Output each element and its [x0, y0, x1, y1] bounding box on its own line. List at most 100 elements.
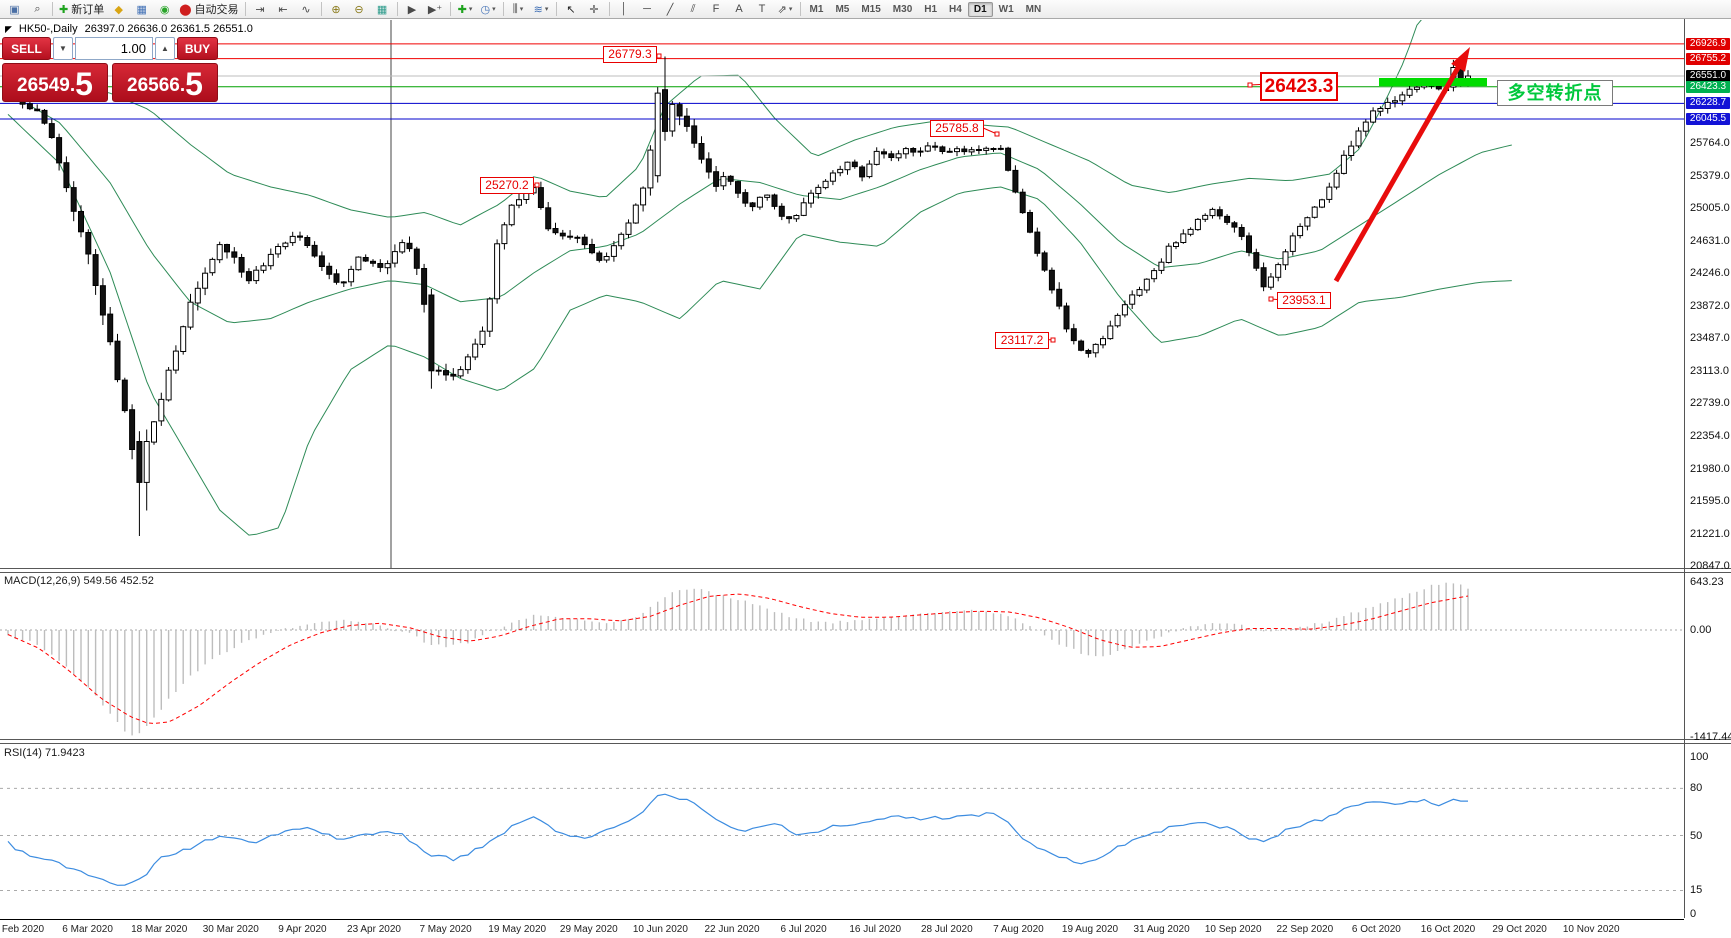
panel-separator[interactable] — [0, 739, 1731, 744]
chart-autoscroll-icon[interactable]: ⇤ — [278, 3, 288, 16]
text-label-icon[interactable]: T — [758, 3, 766, 15]
trendline-icon[interactable]: ╱ — [666, 3, 674, 16]
toolbar-separator — [52, 2, 53, 16]
signals-icon[interactable]: ◉ — [159, 3, 170, 16]
date-label: 9 Apr 2020 — [278, 924, 327, 935]
chart-corner-icon: ◤ — [5, 23, 12, 34]
price-level-tag: 26755.2 — [1686, 52, 1730, 65]
period-button[interactable]: ◷ ▾ — [480, 3, 496, 16]
panel-separator[interactable] — [0, 568, 1731, 573]
rsi-tick-label: 15 — [1690, 884, 1703, 897]
timeframe-d1[interactable]: D1 — [967, 1, 993, 17]
chart-overlay-icon[interactable]: ∿ — [301, 3, 311, 16]
sell-button[interactable]: SELL — [2, 37, 51, 60]
price-tick-label: 21980.0 — [1690, 462, 1730, 475]
volume-increase-button[interactable]: ▲ — [155, 37, 175, 60]
add-indicator-button[interactable]: ✚ ▾ — [457, 3, 473, 16]
timeframe-mn[interactable]: MN — [1025, 3, 1042, 15]
date-label: 22 Jun 2020 — [704, 924, 760, 935]
styler-icon[interactable]: ◆ — [114, 3, 123, 16]
chart-candles-icon[interactable]: ⫼ ▾ — [512, 2, 524, 15]
step-forward-icon[interactable]: ▶ — [407, 3, 417, 16]
new-order-button[interactable]: ✚ 新订单 — [59, 3, 105, 17]
macd-tick-label: -1417.44 — [1690, 730, 1731, 743]
note-text[interactable]: 多空转折点 — [1497, 80, 1613, 106]
channel-icon[interactable]: ⫽ — [690, 2, 696, 15]
macd-tick-label: 0.00 — [1690, 624, 1712, 636]
price-tick-label: 25764.0 — [1690, 137, 1730, 149]
price-chart[interactable] — [0, 20, 1684, 568]
rsi-tick-label: 0 — [1690, 908, 1697, 920]
price-tick-label: 23872.0 — [1690, 299, 1730, 312]
bid-price[interactable]: 26549. 5 — [2, 63, 108, 102]
date-label: 10 Nov 2020 — [1562, 924, 1620, 935]
toolbar-separator — [449, 2, 451, 16]
market-watch-icon[interactable]: ⌕ — [34, 2, 41, 15]
timeframe-m5[interactable]: M5 — [835, 3, 850, 15]
step-forward-plus-icon[interactable]: ▶⁺ — [427, 3, 443, 16]
price-level-tag: 26045.5 — [1686, 113, 1730, 126]
volume-decrease-button[interactable]: ▼ — [53, 37, 73, 60]
toolbar-separator — [799, 2, 801, 16]
price-tick-label: 20847.0 — [1690, 560, 1730, 573]
toolbar-separator — [244, 2, 246, 16]
zoom-out-button[interactable]: ⊖ — [354, 3, 364, 16]
timeframe-m15[interactable]: M15 — [861, 3, 881, 15]
price-tick-label: 21221.0 — [1690, 527, 1730, 540]
toolbar-separator — [396, 2, 398, 16]
chart-line-icon[interactable]: ≋ ▾ — [533, 3, 549, 16]
zoom-in-button[interactable]: ⊕ — [331, 3, 341, 16]
price-tick-label: 25005.0 — [1690, 202, 1730, 215]
vertical-line-icon[interactable]: │ — [620, 3, 628, 15]
timeframe-h1[interactable]: H1 — [924, 3, 938, 15]
price-level-tag: 26228.7 — [1686, 97, 1730, 110]
annotation-price-label[interactable]: 23117.2 — [995, 332, 1049, 349]
fibonacci-icon[interactable]: F — [712, 3, 720, 15]
tile-windows-icon[interactable]: ▦ — [376, 3, 388, 16]
horizontal-line-icon[interactable]: ─ — [643, 3, 651, 15]
autotrading-button[interactable]: ⬤ 自动交易 — [179, 3, 239, 17]
cursor-icon[interactable]: ↖ — [566, 3, 576, 16]
chart-window-icon[interactable]: ▣ — [9, 3, 20, 16]
date-label: 30 Mar 2020 — [202, 924, 259, 935]
price-axis-border — [1684, 19, 1685, 918]
price-tick-label: 23113.0 — [1690, 364, 1729, 377]
timeframe-h4[interactable]: H4 — [949, 3, 962, 15]
macd-chart[interactable] — [0, 573, 1684, 739]
macd-label: MACD(12,26,9) 549.56 452.52 — [4, 575, 154, 587]
annotation-price-label[interactable]: 25785.8 — [930, 120, 984, 137]
volume-input[interactable]: 1.00 — [75, 37, 153, 60]
price-level-tag: 26551.0 — [1686, 69, 1730, 82]
date-label: 22 Sep 2020 — [1276, 924, 1334, 935]
ask-price[interactable]: 26566. 5 — [112, 63, 218, 102]
text-icon[interactable]: A — [735, 3, 743, 15]
timeframe-m1[interactable]: M1 — [809, 3, 824, 15]
annotation-price-label[interactable]: 23953.1 — [1277, 292, 1331, 309]
timeframe-w1[interactable]: W1 — [998, 3, 1014, 15]
price-tick-label: 21595.0 — [1690, 495, 1730, 508]
date-label: 10 Jun 2020 — [632, 924, 688, 935]
chart-shift-icon[interactable]: ⇥ — [255, 3, 265, 16]
date-label: 31 Aug 2020 — [1133, 924, 1190, 935]
arrows-icon[interactable]: ⇗ ▾ — [777, 3, 793, 16]
rsi-chart[interactable] — [0, 744, 1684, 918]
one-click-trading-widget: SELL ▼ 1.00 ▲ BUY 26549. 5 26566. 5 — [2, 37, 218, 102]
date-label: 7 Aug 2020 — [993, 924, 1044, 935]
date-label: 18 Mar 2020 — [131, 924, 188, 935]
date-label: 19 May 2020 — [488, 924, 547, 935]
rsi-tick-label: 50 — [1690, 829, 1703, 842]
price-tick-label: 25379.0 — [1690, 169, 1730, 182]
date-label: 29 Oct 2020 — [1492, 924, 1547, 935]
crosshair-icon[interactable]: ✛ — [589, 3, 599, 16]
terminal-icon[interactable]: ▦ — [136, 3, 147, 16]
price-tick-label: 23487.0 — [1690, 332, 1730, 345]
annotation-price-label[interactable]: 26779.3 — [603, 46, 657, 63]
date-axis[interactable]: 25 Feb 2020 6 Mar 2020 18 Mar 2020 30 Mar 2… — [0, 919, 1684, 938]
buy-button[interactable]: BUY — [177, 37, 218, 60]
rsi-tick-label: 80 — [1690, 782, 1703, 795]
annotation-price-label[interactable]: 25270.2 — [480, 177, 534, 194]
symbol-label: HK50-,Daily — [18, 23, 78, 35]
timeframe-m30[interactable]: M30 — [892, 3, 913, 15]
date-label: 29 May 2020 — [559, 924, 618, 935]
annotation-price-label[interactable]: 26423.3 — [1260, 72, 1338, 101]
